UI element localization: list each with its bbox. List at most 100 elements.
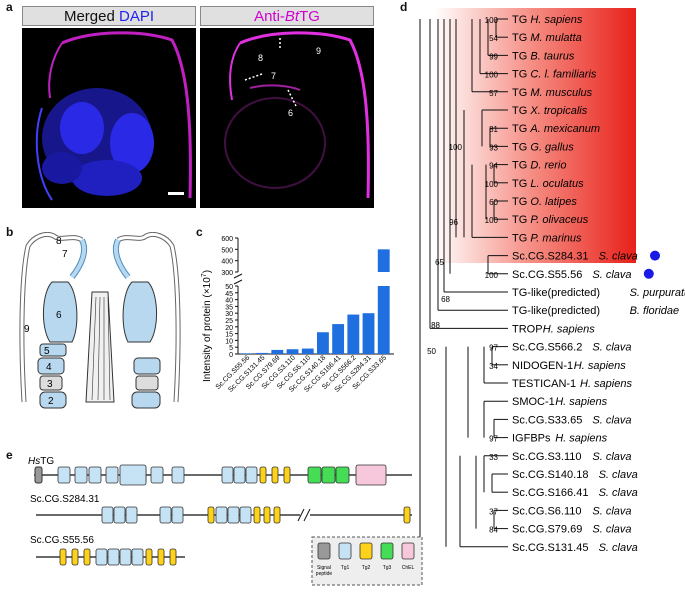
protein-intensity-chart: Intensity of protein (×107) 051015202530… bbox=[201, 236, 394, 394]
leaf-species: M. mulatta bbox=[530, 32, 581, 44]
leaf-species: C. l. familiaris bbox=[530, 69, 597, 81]
tg1-domain bbox=[131, 548, 144, 566]
tg1-domain bbox=[107, 548, 120, 566]
leaf-gene: Sc.CG.S33.65 bbox=[512, 414, 582, 426]
leaf-gene: Sc.CG.S140.18 bbox=[512, 469, 588, 481]
bootstrap-label: 60 bbox=[489, 198, 498, 207]
tg2-domain bbox=[259, 466, 267, 484]
tg1-domain bbox=[171, 466, 185, 484]
leaf-species: P. olivaceus bbox=[530, 214, 588, 226]
diagram-label-5: 5 bbox=[44, 346, 50, 357]
leaf-species: P. marinus bbox=[530, 232, 582, 244]
tg2-domain bbox=[253, 506, 261, 524]
diagram-label-7: 7 bbox=[62, 249, 68, 260]
region-label-9: 9 bbox=[316, 46, 321, 56]
bootstrap-label: 93 bbox=[489, 143, 498, 152]
bar bbox=[362, 313, 375, 354]
legend-item: Tg2 bbox=[359, 542, 373, 571]
tree-leaf: TG B. taurus 99 bbox=[489, 50, 575, 62]
tree-leaf: Sc.CG.S79.69 S. clava 84 bbox=[489, 524, 631, 536]
bootstrap-label: 65 bbox=[435, 258, 444, 267]
legend-swatch bbox=[317, 542, 331, 560]
anti-tg-image: 8 9 7 6 bbox=[224, 31, 370, 199]
bar bbox=[256, 352, 269, 354]
leaf-gene: TG bbox=[512, 50, 527, 62]
legend-swatch bbox=[380, 542, 394, 560]
tree-leaf: TG M. mulatta 54 bbox=[489, 32, 582, 44]
bootstrap-label: 33 bbox=[489, 453, 498, 462]
tree-leaf: NIDOGEN-1 H. sapiens 34 bbox=[489, 360, 626, 372]
tree-leaf: TG H. sapiens 100 bbox=[485, 14, 583, 26]
highlight-dot bbox=[643, 268, 654, 279]
leaf-gene: Sc.CG.S55.56 bbox=[512, 269, 582, 281]
diagram-label-3: 3 bbox=[47, 379, 53, 390]
leaf-gene: Sc.CG.S79.69 bbox=[512, 524, 582, 536]
tg2-domain bbox=[273, 506, 281, 524]
tg1-domain bbox=[227, 506, 240, 524]
tree-leaf: TG L. oculatus 100 bbox=[485, 178, 584, 190]
domain-architecture: HsTG Sc.CG.S284.31 Sc.CG.S55.56 Signalpe… bbox=[28, 456, 423, 586]
leaf-species: S. clava bbox=[592, 524, 631, 536]
tg1-domain bbox=[171, 506, 184, 524]
legend-label: ChEL bbox=[402, 565, 415, 571]
tg3-domain bbox=[321, 466, 336, 484]
leaf-species: H. sapiens bbox=[555, 396, 607, 408]
tg1-domain bbox=[150, 466, 164, 484]
ytick-label: 600 bbox=[221, 236, 233, 243]
chart-ylabel: Intensity of protein (×107) bbox=[201, 270, 213, 382]
ytick-label: 400 bbox=[221, 259, 233, 266]
tree-leaf: TG-like(predicted) S. purpuratus bbox=[512, 287, 685, 299]
bar bbox=[286, 349, 299, 354]
ytick-label: 10 bbox=[225, 338, 233, 345]
diagram-label-6: 6 bbox=[56, 310, 62, 321]
legend-label: Tg3 bbox=[383, 565, 392, 571]
gene3-label: Sc.CG.S55.56 bbox=[30, 535, 94, 546]
legend-label: Signal bbox=[317, 565, 331, 571]
tg2-domain bbox=[71, 548, 79, 566]
tree-leaf: Sc.CG.S284.31 S. clava bbox=[512, 250, 660, 263]
legend-item: Tg3 bbox=[380, 542, 394, 571]
anatomy-diagram: 8 7 9 6 5 4 3 2 bbox=[19, 232, 181, 409]
diagram-label-9: 9 bbox=[24, 324, 30, 335]
tree-leaf: TROP H. sapiens bbox=[512, 323, 595, 335]
tg2-domain bbox=[403, 506, 411, 524]
bootstrap-label: 50 bbox=[427, 347, 436, 356]
leaf-species: S. clava bbox=[592, 451, 631, 463]
leaf-species: H. sapiens bbox=[580, 378, 632, 390]
tg1-domain bbox=[57, 466, 71, 484]
leaf-species: A. mexicanum bbox=[529, 123, 600, 135]
leaf-gene: TG bbox=[512, 178, 527, 190]
ytick-label: 25 bbox=[225, 318, 233, 325]
bootstrap-label: 97 bbox=[489, 344, 498, 353]
anti-title: Anti-BtTG bbox=[200, 6, 374, 26]
tg1-domain bbox=[119, 548, 132, 566]
legend-label: peptide bbox=[316, 571, 333, 577]
leaf-gene: IGFBPs bbox=[512, 433, 551, 445]
ytick-label: 5 bbox=[229, 345, 233, 352]
legend-label: Tg1 bbox=[341, 565, 350, 571]
diagram-label-2: 2 bbox=[48, 396, 54, 407]
leaf-gene: NIDOGEN-1 bbox=[512, 360, 573, 372]
legend-swatch bbox=[401, 542, 415, 560]
ytick-label: 15 bbox=[225, 332, 233, 339]
tg2-domain bbox=[157, 548, 165, 566]
leaf-species: S. clava bbox=[599, 469, 638, 481]
bar bbox=[271, 349, 284, 354]
leaf-species: X. tropicalis bbox=[529, 105, 587, 117]
leaf-species: D. rerio bbox=[530, 160, 566, 172]
merged-title-stain: DAPI bbox=[119, 8, 155, 25]
ytick-label: 45 bbox=[225, 291, 233, 298]
bar bbox=[317, 332, 329, 354]
scale-bar bbox=[168, 192, 184, 195]
tree-leaf: Sc.CG.S33.65 S. clava bbox=[512, 414, 632, 426]
tree-leaf: Sc.CG.S3.110 S. clava 33 bbox=[489, 451, 631, 463]
leaf-species: H. sapiens bbox=[555, 433, 607, 445]
bootstrap-label: 54 bbox=[489, 34, 498, 43]
tree-leaf: Sc.CG.S6.110 S. clava 37 bbox=[489, 505, 631, 517]
leaf-gene: TG bbox=[512, 32, 527, 44]
bootstrap-label: 100 bbox=[485, 71, 499, 80]
leaf-species: S. purpuratus bbox=[630, 287, 685, 299]
tg1-domain bbox=[215, 506, 228, 524]
tg2-domain bbox=[83, 548, 91, 566]
anti-title-italic: Bt bbox=[284, 8, 300, 25]
